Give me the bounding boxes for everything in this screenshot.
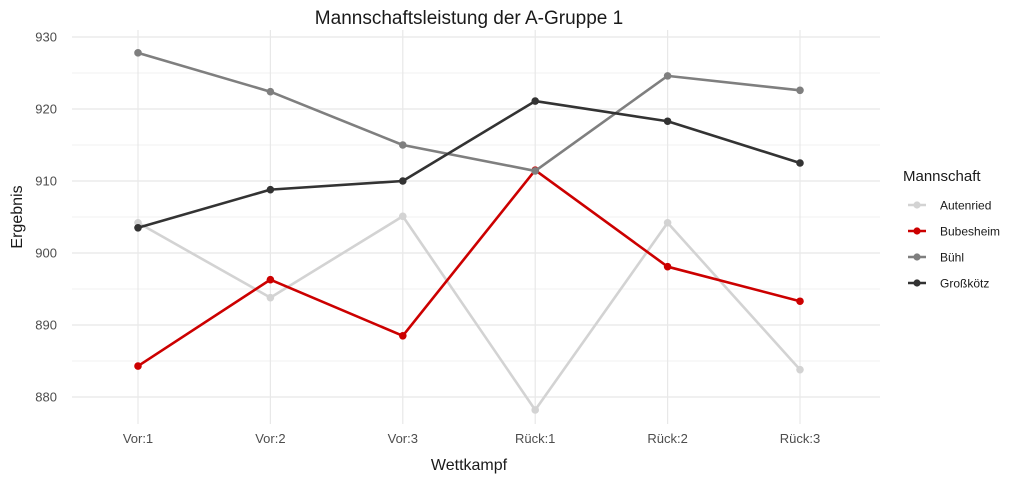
data-point [531, 406, 539, 414]
series-line [137, 99, 801, 230]
y-tick-label: 890 [35, 318, 57, 333]
legend-label: Bubesheim [940, 225, 1000, 239]
data-point [134, 49, 142, 57]
x-tick-label: Vor:2 [255, 431, 285, 446]
series-bühl [134, 49, 804, 175]
data-point [796, 159, 804, 167]
y-axis-ticks: 880 890 900 910 920 930 [35, 30, 57, 405]
x-tick-label: Rück:1 [515, 431, 555, 446]
legend-item-großkötz: Großkötz [908, 277, 989, 291]
legend-key-point-icon [913, 227, 921, 235]
legend-label: Großkötz [940, 277, 989, 291]
data-point [663, 218, 672, 227]
x-tick-label: Rück:3 [780, 431, 820, 446]
x-tick-label: Rück:2 [647, 431, 687, 446]
legend: Mannschaft Autenried Bubesheim Bühl Großköt… [903, 168, 1000, 291]
data-point [796, 86, 804, 95]
legend-key-point-icon [913, 201, 921, 209]
data-point [399, 177, 407, 185]
legend-label: Bühl [940, 251, 964, 265]
data-point [266, 87, 275, 96]
data-point [531, 167, 539, 175]
data-point [266, 293, 275, 302]
legend-item-bühl: Bühl [908, 251, 964, 265]
data-series [134, 49, 804, 414]
x-axis-ticks: Vor:1 Vor:2 Vor:3 Rück:1 Rück:2 Rück:3 [123, 431, 820, 446]
y-tick-label: 920 [35, 102, 57, 117]
series-line [137, 168, 801, 368]
data-point [399, 212, 407, 221]
series-line [137, 51, 801, 173]
series-großkötz [134, 97, 804, 232]
legend-title: Mannschaft [903, 168, 981, 185]
y-tick-label: 930 [35, 30, 57, 45]
data-point [399, 332, 407, 340]
x-axis-title: Wettkampf [431, 457, 508, 474]
data-point [134, 362, 142, 370]
legend-key-point-icon [913, 279, 921, 287]
data-point [796, 297, 804, 306]
series-line [137, 214, 801, 412]
x-tick-label: Vor:3 [388, 431, 418, 446]
data-point [531, 97, 539, 105]
data-point [399, 141, 407, 149]
data-point [266, 275, 275, 284]
y-tick-label: 880 [35, 390, 57, 405]
legend-item-autenried: Autenried [908, 199, 991, 213]
series-autenried [134, 212, 804, 414]
x-tick-label: Vor:1 [123, 431, 153, 446]
y-tick-label: 900 [35, 246, 57, 261]
data-point [663, 117, 672, 126]
data-point [663, 262, 672, 271]
legend-key-point-icon [913, 253, 921, 261]
series-bubesheim [134, 166, 804, 370]
data-point [796, 365, 804, 374]
legend-label: Autenried [940, 199, 991, 213]
plot-grid [72, 30, 880, 424]
data-point [663, 72, 672, 80]
data-point [134, 224, 142, 232]
y-tick-label: 910 [35, 174, 57, 189]
data-point [266, 185, 275, 194]
y-axis-title: Ergebnis [9, 185, 26, 248]
chart-title: Mannschaftsleistung der A-Gruppe 1 [315, 8, 623, 29]
legend-item-bubesheim: Bubesheim [908, 225, 1000, 239]
